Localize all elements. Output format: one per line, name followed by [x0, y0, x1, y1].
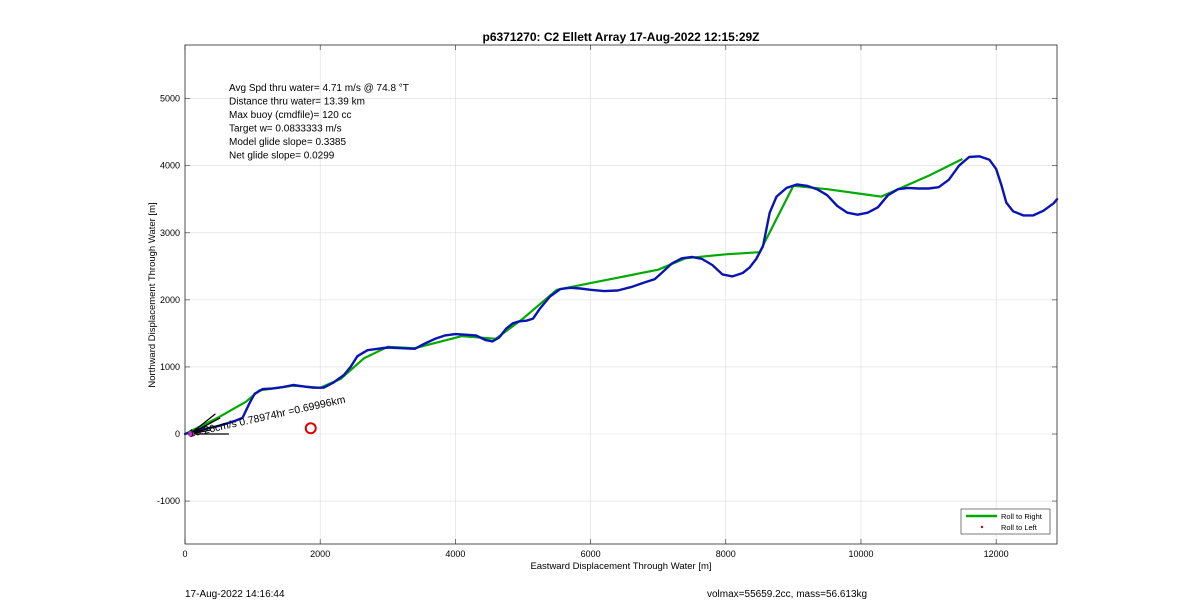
y-tick-label: -1000 — [157, 496, 180, 506]
y-axis-label: Northward Displacement Through Water [m] — [147, 202, 158, 387]
y-tick-label: 4000 — [160, 161, 180, 171]
annotation-line: Avg Spd thru water= 4.71 m/s @ 74.8 °T — [229, 83, 409, 94]
y-tick-label: 1000 — [160, 362, 180, 372]
footer-mass-info: volmax=55659.2cc, mass=56.613kg — [707, 589, 868, 600]
annotation-line: Net glide slope= 0.0299 — [229, 151, 335, 162]
grid — [184, 45, 1057, 544]
annotation-line: Distance thru water= 13.39 km — [229, 97, 365, 108]
x-tick-label: 10000 — [848, 549, 873, 559]
legend: Roll to Right Roll to Left — [960, 508, 1051, 535]
legend-label-right: Roll to Right — [1001, 512, 1043, 521]
y-tick-label: 5000 — [160, 94, 180, 104]
legend-label-left: Roll to Left — [1001, 523, 1038, 532]
x-tick-label: 2000 — [310, 549, 330, 559]
x-axis-label: Eastward Displacement Through Water [m] — [530, 561, 711, 572]
x-tick-label: 8000 — [716, 549, 736, 559]
series-group — [183, 155, 1059, 438]
annotation-line: Max buoy (cmdfile)= 120 cc — [229, 110, 352, 121]
ticks: 0 2000 4000 6000 8000 10000 12000 -1000 0 1000 200… — [157, 45, 1057, 559]
plot-area — [185, 45, 1057, 544]
series-trajectory — [183, 155, 1059, 436]
legend-box — [960, 508, 1051, 535]
annotation-box: Avg Spd thru water= 4.71 m/s @ 74.8 °T Di… — [229, 83, 409, 162]
x-tick-label: 0 — [182, 549, 187, 559]
legend-dot-left — [980, 525, 984, 529]
x-tick-label: 12000 — [984, 549, 1009, 559]
annotation-line: Model glide slope= 0.3385 — [229, 137, 346, 148]
target-circle — [304, 422, 317, 435]
y-tick-label: 3000 — [160, 228, 180, 238]
x-tick-label: 6000 — [581, 549, 601, 559]
vector-line — [189, 413, 216, 435]
start-marker — [188, 431, 194, 438]
footer-timestamp: 17-Aug-2022 14:16:44 — [185, 589, 285, 600]
y-tick-label: 2000 — [160, 295, 180, 305]
chart-title: p6371270: C2 Ellett Array 17-Aug-2022 12… — [482, 30, 759, 44]
x-tick-label: 4000 — [445, 549, 465, 559]
plot-border — [184, 44, 1058, 545]
y-tick-label: 0 — [175, 429, 180, 439]
annotation-line: Target w= 0.0833333 m/s — [229, 124, 342, 135]
